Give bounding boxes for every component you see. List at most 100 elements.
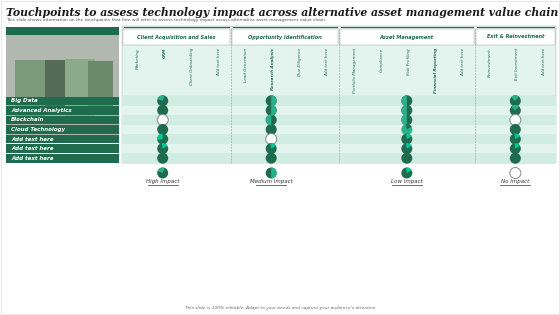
FancyBboxPatch shape [122, 153, 556, 163]
Text: This slide is 100% editable. Adapt to your needs and capture your audience's att: This slide is 100% editable. Adapt to yo… [185, 306, 375, 310]
FancyBboxPatch shape [6, 135, 119, 143]
FancyBboxPatch shape [122, 134, 556, 144]
Wedge shape [402, 114, 407, 125]
Circle shape [510, 124, 521, 135]
Text: Risk Profiling: Risk Profiling [407, 48, 411, 75]
Wedge shape [406, 124, 412, 129]
FancyBboxPatch shape [122, 144, 556, 153]
FancyBboxPatch shape [6, 27, 119, 35]
Text: Add text here: Add text here [11, 146, 54, 151]
Circle shape [265, 134, 277, 145]
Circle shape [265, 143, 277, 154]
Wedge shape [514, 134, 520, 139]
Circle shape [157, 114, 168, 125]
Circle shape [402, 105, 412, 116]
Wedge shape [514, 143, 520, 149]
FancyBboxPatch shape [6, 125, 119, 134]
Text: Opportunity Identification: Opportunity Identification [248, 35, 321, 39]
Circle shape [157, 95, 168, 106]
Text: High Impact: High Impact [146, 179, 179, 184]
Text: Add text here: Add text here [543, 48, 547, 76]
FancyBboxPatch shape [475, 29, 555, 45]
Circle shape [402, 134, 412, 145]
FancyBboxPatch shape [45, 60, 70, 115]
Wedge shape [162, 143, 167, 149]
Circle shape [402, 95, 412, 106]
Circle shape [265, 95, 277, 106]
Text: Marketing: Marketing [136, 48, 139, 69]
Wedge shape [406, 134, 412, 139]
Circle shape [402, 143, 412, 154]
FancyBboxPatch shape [123, 29, 230, 45]
FancyBboxPatch shape [15, 60, 45, 120]
FancyBboxPatch shape [6, 144, 119, 153]
Wedge shape [271, 95, 277, 106]
Circle shape [265, 168, 277, 179]
Circle shape [510, 153, 521, 164]
Wedge shape [402, 95, 407, 106]
Circle shape [402, 153, 412, 164]
FancyBboxPatch shape [122, 125, 556, 134]
Wedge shape [271, 105, 277, 116]
FancyBboxPatch shape [122, 106, 556, 115]
Circle shape [157, 153, 168, 164]
Text: Big Data: Big Data [11, 98, 38, 103]
Wedge shape [157, 95, 165, 101]
FancyBboxPatch shape [6, 116, 119, 124]
Wedge shape [265, 114, 271, 125]
Text: Compliance: Compliance [380, 48, 384, 72]
FancyBboxPatch shape [65, 59, 95, 117]
Circle shape [157, 105, 168, 116]
Wedge shape [406, 143, 412, 149]
Circle shape [402, 168, 412, 179]
Wedge shape [511, 105, 519, 110]
FancyBboxPatch shape [122, 26, 556, 163]
Text: Cloud Technology: Cloud Technology [11, 127, 65, 132]
Wedge shape [270, 143, 276, 149]
Circle shape [402, 114, 412, 125]
Text: Asset Management: Asset Management [380, 35, 434, 39]
Text: CRM: CRM [163, 48, 167, 58]
Text: Add text here: Add text here [325, 48, 329, 76]
FancyBboxPatch shape [231, 29, 338, 45]
Circle shape [510, 114, 521, 125]
Circle shape [510, 95, 521, 106]
Text: This slide shows information on the touchpoints that firm will refer to assess t: This slide shows information on the touc… [6, 18, 326, 22]
Text: Financial Reporting: Financial Reporting [434, 48, 438, 93]
Text: Advanced Analytics: Advanced Analytics [11, 108, 72, 113]
FancyBboxPatch shape [122, 115, 556, 125]
Text: Add text here: Add text here [461, 48, 465, 76]
Text: Due Diligence: Due Diligence [298, 48, 302, 77]
Text: Research Analysis: Research Analysis [271, 48, 275, 90]
Text: Add text here: Add text here [217, 48, 221, 76]
Wedge shape [402, 105, 407, 116]
Text: Low Impact: Low Impact [391, 179, 423, 184]
Circle shape [265, 124, 277, 135]
Wedge shape [511, 95, 519, 101]
Text: Client Acquisition and Sales: Client Acquisition and Sales [137, 35, 216, 39]
Text: Portfolio Management: Portfolio Management [353, 48, 357, 93]
Text: Medium Impact: Medium Impact [250, 179, 292, 184]
FancyBboxPatch shape [340, 29, 474, 45]
Wedge shape [406, 168, 412, 173]
Circle shape [510, 134, 521, 145]
Wedge shape [157, 168, 165, 173]
Circle shape [402, 124, 412, 135]
Circle shape [265, 114, 277, 125]
Circle shape [265, 105, 277, 116]
Text: Add text here: Add text here [11, 137, 54, 141]
Text: Blockchain: Blockchain [11, 117, 44, 123]
FancyBboxPatch shape [6, 96, 119, 105]
FancyBboxPatch shape [122, 96, 556, 106]
Text: Exit Investment: Exit Investment [515, 48, 519, 81]
Circle shape [157, 143, 168, 154]
Wedge shape [157, 134, 163, 140]
Text: Lead Generation: Lead Generation [244, 48, 248, 82]
Circle shape [157, 168, 168, 179]
Text: Reinvestment: Reinvestment [488, 48, 492, 77]
Text: Touchpoints to assess technology impact across alternative asset management valu: Touchpoints to assess technology impact … [6, 7, 558, 18]
FancyBboxPatch shape [6, 35, 119, 135]
Circle shape [510, 105, 521, 116]
Circle shape [157, 124, 168, 135]
Circle shape [510, 143, 521, 154]
